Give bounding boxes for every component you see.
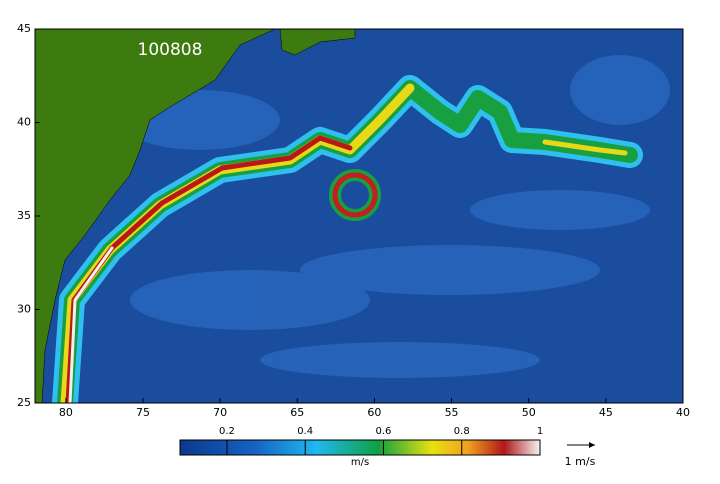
x-tick-label: 70 <box>213 406 227 419</box>
x-tick-label: 50 <box>522 406 536 419</box>
land <box>279 29 356 56</box>
colorbar <box>179 439 541 456</box>
colorbar-tick-label: 0.8 <box>454 426 470 437</box>
y-tick-label: 25 <box>17 396 31 409</box>
y-tick-label: 45 <box>17 22 31 35</box>
y-tick-label: 35 <box>17 209 31 222</box>
land <box>35 29 276 403</box>
x-tick-label: 65 <box>290 406 304 419</box>
x-tick-label: 45 <box>599 406 613 419</box>
x-tick-label: 60 <box>367 406 381 419</box>
colorbar-tick-label: 0.2 <box>219 426 235 437</box>
ocean-texture <box>120 55 670 378</box>
x-tick-label: 55 <box>445 406 459 419</box>
y-tick-label: 30 <box>17 303 31 316</box>
x-tick-label: 40 <box>676 406 690 419</box>
y-tick-label: 40 <box>17 116 31 129</box>
current-band <box>52 75 643 403</box>
map-area <box>35 29 683 403</box>
x-tick-label: 80 <box>59 406 73 419</box>
colorbar-unit: m/s <box>351 457 369 468</box>
reference-arrow-head <box>589 442 595 448</box>
date-label: 100808 <box>138 40 203 60</box>
colorbar-tick-label: 1 <box>537 426 543 437</box>
reference-arrow-label: 1 m/s <box>565 455 596 468</box>
colorbar-tick-label: 0.4 <box>297 426 313 437</box>
x-tick-label: 75 <box>136 406 150 419</box>
colorbar-tick-label: 0.6 <box>376 426 392 437</box>
